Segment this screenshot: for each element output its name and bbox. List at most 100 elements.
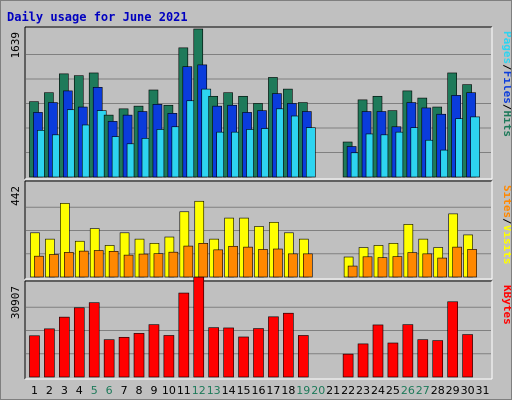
panel-legend: Pages/Files/Hits <box>501 31 511 137</box>
bar-kbytes-day-11 <box>178 292 190 378</box>
x-tick-label-26: 26 <box>401 384 415 397</box>
bar-sites-day-6 <box>108 251 119 278</box>
x-tick-label-3: 3 <box>61 384 68 397</box>
bar-sites-day-14 <box>228 245 238 278</box>
bar-kbytes-day-4 <box>73 307 85 378</box>
bar-kbytes-day-17 <box>268 316 279 378</box>
bar-pages-day-30 <box>470 116 480 178</box>
bar-sites-day-30 <box>467 249 477 278</box>
bar-kbytes-day-3 <box>59 316 70 378</box>
x-tick-label-30: 30 <box>461 384 475 397</box>
bar-sites-day-24 <box>377 257 388 278</box>
legend-pages: Pages <box>501 31 511 64</box>
bar-kbytes-day-14 <box>223 327 234 378</box>
bar-sites-day-19 <box>303 253 313 278</box>
chart-title: Daily usage for June 2021 <box>7 10 188 24</box>
bar-sites-day-18 <box>288 253 298 278</box>
x-tick-label-29: 29 <box>446 384 460 397</box>
panel-visits-sites: 442 Sites/Visits <box>9 180 511 280</box>
bar-sites-day-7 <box>123 254 134 278</box>
bar-sites-day-17 <box>273 248 283 278</box>
bar-kbytes-day-15 <box>238 336 249 378</box>
x-tick-label-12: 12 <box>192 384 206 397</box>
bar-sites-day-1 <box>34 255 44 278</box>
bar-kbytes-day-25 <box>387 342 399 378</box>
bar-kbytes-day-5 <box>88 302 100 378</box>
bar-sites-day-16 <box>258 249 268 278</box>
bar-sites-day-4 <box>78 250 89 278</box>
bar-kbytes-day-16 <box>253 328 264 378</box>
bar-kbytes-day-6 <box>103 339 115 378</box>
bar-sites-day-15 <box>243 246 253 278</box>
x-tick-label-17: 17 <box>266 384 280 397</box>
x-tick-label-27: 27 <box>416 384 430 397</box>
legend-separator: / <box>501 64 511 71</box>
bar-kbytes-day-22 <box>342 353 354 378</box>
legend-hits: Hits <box>501 111 511 138</box>
bar-kbytes-day-29 <box>447 301 458 378</box>
bar-kbytes-day-10 <box>163 335 175 378</box>
legend-separator: / <box>501 218 511 225</box>
bar-sites-day-10 <box>168 251 179 278</box>
bar-sites-day-29 <box>452 246 462 278</box>
bar-sites-day-3 <box>64 252 74 278</box>
bar-kbytes-day-12 <box>193 276 205 378</box>
x-tick-label-18: 18 <box>281 384 295 397</box>
bar-sites-day-25 <box>392 256 403 278</box>
x-tick-label-8: 8 <box>136 384 143 397</box>
bar-sites-day-13 <box>213 249 223 278</box>
bar-kbytes-day-8 <box>133 333 145 378</box>
bar-kbytes-day-19 <box>298 335 309 378</box>
bar-sites-day-28 <box>437 257 448 278</box>
bar-sites-day-11 <box>183 245 194 278</box>
legend-visits: Visits <box>501 225 511 265</box>
x-tick-label-19: 19 <box>296 384 310 397</box>
legend-kbytes: KBytes <box>501 285 511 325</box>
bar-kbytes-day-30 <box>462 334 473 378</box>
legend-sites: Sites <box>501 185 511 218</box>
x-tick-label-24: 24 <box>371 384 385 397</box>
x-tick-label-1: 1 <box>31 384 38 397</box>
bar-sites-day-8 <box>138 253 149 278</box>
bar-kbytes-day-1 <box>29 335 40 378</box>
x-tick-label-23: 23 <box>356 384 370 397</box>
y-max-label: 442 <box>9 186 22 206</box>
x-tick-label-13: 13 <box>207 384 221 397</box>
panel-legend: KBytes <box>501 285 511 325</box>
x-axis-labels: 1 2 3 4 5 6 7 8 9 10 11 12 13 14 15 16 17 18 19 20 21 22 23 24 2… <box>31 384 490 397</box>
bar-sites-day-27 <box>422 253 433 278</box>
x-tick-label-22: 22 <box>341 384 355 397</box>
x-tick-label-4: 4 <box>76 384 83 397</box>
x-tick-label-16: 16 <box>252 384 266 397</box>
bar-sites-day-23 <box>362 256 373 278</box>
x-tick-label-10: 10 <box>162 384 176 397</box>
bar-kbytes-day-26 <box>402 324 414 378</box>
legend-files: Files <box>501 71 511 104</box>
bar-kbytes-day-13 <box>208 327 219 378</box>
x-tick-label-2: 2 <box>46 384 53 397</box>
x-tick-label-5: 5 <box>91 384 98 397</box>
bar-sites-day-26 <box>407 252 418 278</box>
x-tick-label-6: 6 <box>106 384 113 397</box>
bar-kbytes-day-24 <box>372 324 384 378</box>
bar-kbytes-day-23 <box>357 343 369 378</box>
x-tick-label-15: 15 <box>237 384 251 397</box>
panel-legend: Sites/Visits <box>501 185 511 265</box>
x-tick-label-21: 21 <box>326 384 340 397</box>
bar-kbytes-day-2 <box>44 328 55 378</box>
x-tick-label-14: 14 <box>222 384 236 397</box>
bar-sites-day-2 <box>49 254 59 278</box>
bar-kbytes-day-28 <box>432 340 444 378</box>
x-tick-label-9: 9 <box>150 384 157 397</box>
bar-kbytes-day-9 <box>148 324 160 378</box>
bar-kbytes-day-18 <box>283 312 294 378</box>
bar-sites-day-22 <box>347 265 358 278</box>
bar-pages-day-19 <box>306 127 316 178</box>
bar-sites-day-9 <box>153 253 164 278</box>
bar-kbytes-day-7 <box>118 336 130 378</box>
x-tick-label-25: 25 <box>386 384 400 397</box>
bar-sites-day-5 <box>93 250 104 278</box>
